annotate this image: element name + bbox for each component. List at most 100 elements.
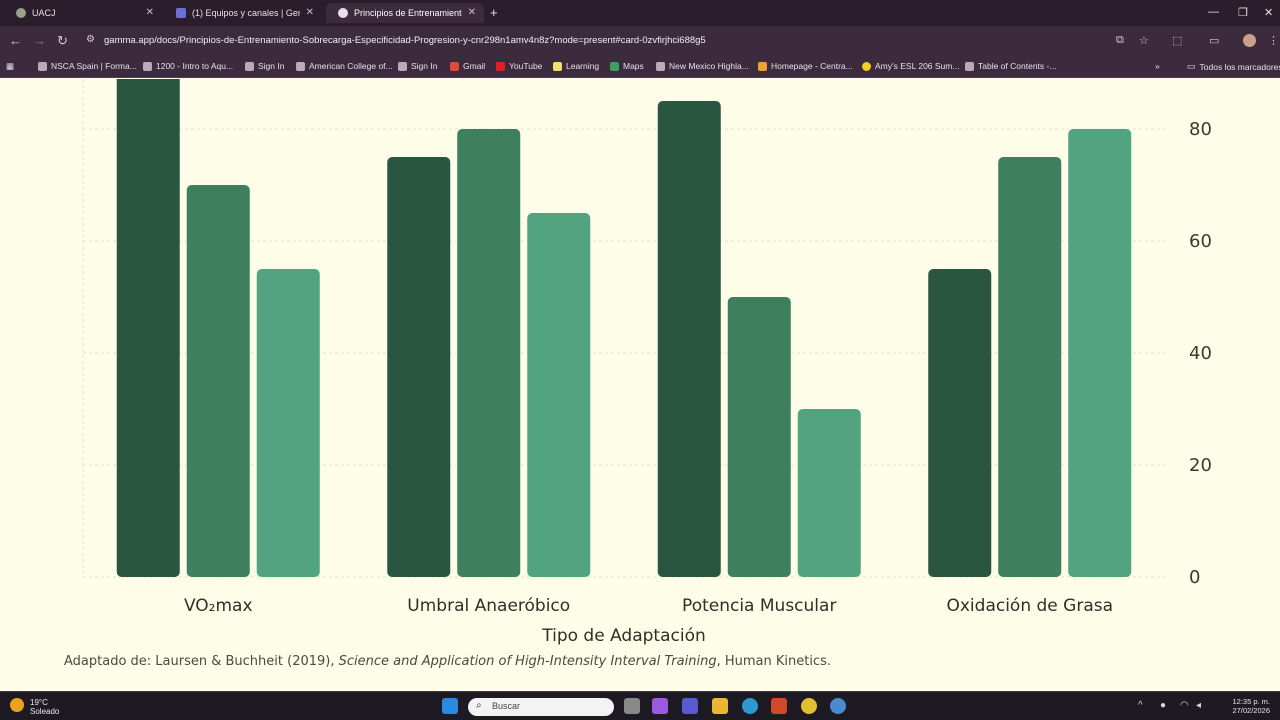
avatar[interactable] bbox=[1243, 34, 1256, 47]
bookmark-icon bbox=[965, 61, 974, 71]
bookmark-icon bbox=[656, 61, 665, 71]
star-icon[interactable]: ☆ bbox=[1139, 35, 1149, 47]
search-icon: ⌕ bbox=[476, 700, 482, 711]
maximize-icon[interactable]: ❐ bbox=[1238, 7, 1248, 19]
tray-overflow-icon[interactable]: ^ bbox=[1138, 700, 1143, 711]
bar bbox=[256, 269, 320, 577]
close-icon[interactable]: ✕ bbox=[467, 7, 476, 18]
copilot-icon[interactable] bbox=[652, 698, 668, 714]
new-tab-icon[interactable]: + bbox=[490, 5, 498, 20]
bookmarks-overflow-icon[interactable]: » bbox=[1155, 61, 1160, 71]
y-tick-label: 0 bbox=[1189, 567, 1200, 588]
cast-icon[interactable]: ⧉ bbox=[1116, 34, 1124, 46]
bookmark-item[interactable]: Sign In bbox=[245, 61, 284, 71]
url-text[interactable]: gamma.app/docs/Principios-de-Entrenamien… bbox=[104, 35, 706, 46]
bookmark-icon bbox=[398, 61, 407, 71]
x-tick-label: Oxidación de Grasa bbox=[946, 596, 1113, 616]
bookmark-item[interactable]: YouTube bbox=[496, 61, 542, 71]
bar bbox=[186, 185, 250, 577]
bar bbox=[928, 269, 992, 577]
back-icon[interactable]: ← bbox=[9, 33, 22, 48]
menu-icon[interactable]: ⋮ bbox=[1268, 35, 1279, 47]
bar bbox=[387, 157, 451, 577]
bookmark-icon bbox=[296, 61, 305, 71]
clock[interactable]: 12:35 p. m. 27/02/2026 bbox=[1232, 697, 1270, 715]
microphone-icon[interactable]: ● bbox=[1160, 700, 1167, 711]
bar-chart: 0 20 40 60 80 VO₂max Umbral Anaeróbico Potencia… bbox=[82, 79, 1212, 646]
bookmark-item[interactable]: Homepage - Centra... bbox=[758, 61, 853, 71]
bookmark-item[interactable]: Table of Contents -... bbox=[965, 61, 1056, 71]
bookmarks-bar: ▦ NSCA Spain | Forma... 1200 - Intro to … bbox=[0, 56, 1280, 78]
forward-icon[interactable]: → bbox=[33, 33, 46, 48]
tab-gamma[interactable]: Principios de Entrenamiento: So ✕ bbox=[326, 3, 484, 23]
close-icon[interactable]: ✕ bbox=[145, 7, 154, 18]
bookmark-icon bbox=[553, 61, 562, 71]
bar bbox=[527, 213, 591, 577]
bookmark-item[interactable]: Learning bbox=[553, 61, 599, 71]
source-caption: Adaptado de: Laursen & Buchheit (2019), … bbox=[64, 654, 831, 669]
browser-tab-bar: UACJ ✕ (1) Equipos y canales | General ✕… bbox=[0, 0, 1280, 26]
bookmark-icon bbox=[38, 61, 47, 71]
app-icon[interactable] bbox=[830, 698, 846, 714]
task-view-icon[interactable] bbox=[624, 698, 640, 714]
bookmark-item[interactable]: Gmail bbox=[450, 61, 485, 71]
site-info-icon[interactable]: ⚙ bbox=[86, 34, 95, 45]
powerpoint-icon[interactable] bbox=[771, 698, 787, 714]
gamma-icon bbox=[338, 8, 348, 18]
address-bar[interactable]: ⚙ gamma.app/docs/Principios-de-Entrenami… bbox=[78, 30, 1168, 52]
all-bookmarks[interactable]: ▭ Todos los marcadores bbox=[1187, 61, 1280, 72]
tab-title: (1) Equipos y canales | General bbox=[192, 8, 300, 18]
x-axis-title: Tipo de Adaptación bbox=[541, 626, 706, 646]
taskbar: 19°C Soleado ⌕ Buscar ^ ● ◠ ◂ 12:35 p. m.… bbox=[0, 691, 1280, 720]
window-close-icon[interactable]: ✕ bbox=[1264, 7, 1274, 19]
bookmark-item[interactable]: Maps bbox=[610, 61, 644, 71]
file-explorer-icon[interactable] bbox=[712, 698, 728, 714]
bookmark-item[interactable]: Amy's ESL 206 Sum... bbox=[862, 61, 959, 71]
sun-icon bbox=[10, 698, 24, 712]
bookmark-item[interactable]: NSCA Spain | Forma... bbox=[38, 61, 137, 71]
teams-icon bbox=[176, 8, 186, 18]
y-tick-label: 20 bbox=[1189, 455, 1212, 476]
bookmark-item[interactable]: American College of... bbox=[296, 61, 393, 71]
bookmark-icon bbox=[245, 61, 254, 71]
apps-icon[interactable]: ▦ bbox=[6, 61, 15, 71]
extensions-icon[interactable]: ⬚ bbox=[1172, 35, 1183, 47]
chrome-icon[interactable] bbox=[801, 698, 817, 714]
presentation-card: 0 20 40 60 80 VO₂max Umbral Anaeróbico Potencia… bbox=[0, 79, 1280, 691]
windows-start-icon[interactable] bbox=[442, 698, 458, 714]
close-icon[interactable]: ✕ bbox=[305, 7, 314, 18]
gmail-icon bbox=[450, 61, 459, 71]
folder-icon: ▭ bbox=[1187, 61, 1196, 71]
minimize-icon[interactable]: — bbox=[1208, 6, 1219, 18]
sidepanel-icon[interactable]: ▭ bbox=[1209, 35, 1220, 47]
teams-icon[interactable] bbox=[682, 698, 698, 714]
bar bbox=[998, 157, 1062, 577]
bar bbox=[797, 409, 861, 577]
bookmark-item[interactable]: 1200 - Intro to Aqu... bbox=[143, 61, 233, 71]
edge-icon[interactable] bbox=[742, 698, 758, 714]
tab-teams[interactable]: (1) Equipos y canales | General ✕ bbox=[164, 3, 322, 23]
bookmark-item[interactable]: New Mexico Highla... bbox=[656, 61, 749, 71]
weather-widget[interactable]: 19°C Soleado bbox=[10, 698, 59, 716]
bar bbox=[116, 79, 180, 577]
bar bbox=[457, 129, 521, 577]
tab-title: UACJ bbox=[32, 8, 56, 18]
volume-icon[interactable]: ◂ bbox=[1196, 700, 1202, 711]
reload-icon[interactable]: ↻ bbox=[57, 33, 68, 48]
microsoft-icon bbox=[758, 61, 767, 71]
maps-icon bbox=[610, 61, 619, 71]
bar bbox=[657, 101, 721, 577]
bookmark-item[interactable]: Sign In bbox=[398, 61, 437, 71]
tab-title: Principios de Entrenamiento: So bbox=[354, 8, 462, 18]
wifi-icon[interactable]: ◠ bbox=[1180, 700, 1189, 711]
youtube-icon bbox=[496, 61, 505, 71]
globe-icon bbox=[16, 8, 26, 18]
y-tick-label: 40 bbox=[1189, 343, 1212, 364]
y-tick-label: 80 bbox=[1189, 119, 1212, 140]
x-tick-label: VO₂max bbox=[184, 596, 253, 616]
bar bbox=[1068, 129, 1132, 577]
y-tick-label: 60 bbox=[1189, 231, 1212, 252]
bar bbox=[727, 297, 791, 577]
taskbar-search[interactable]: ⌕ Buscar bbox=[468, 698, 614, 716]
tab-uacj[interactable]: UACJ ✕ bbox=[4, 3, 162, 23]
